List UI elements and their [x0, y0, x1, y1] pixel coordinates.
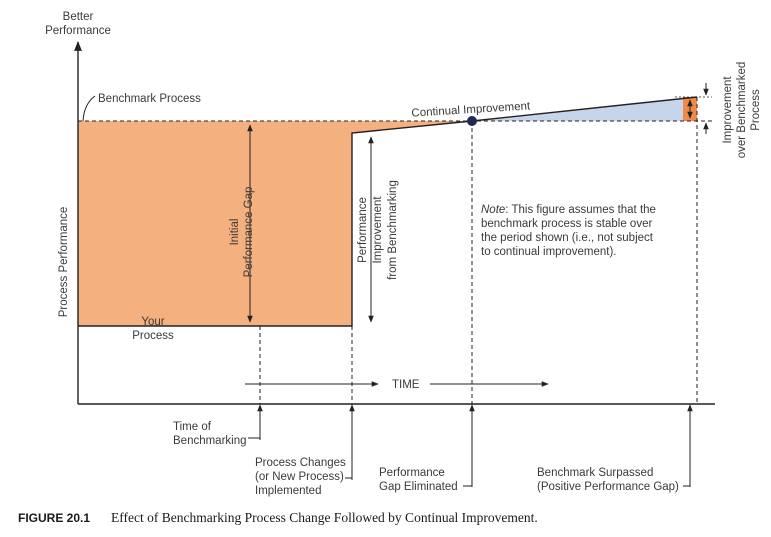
- time-of-benchmarking-line1: Time of: [173, 421, 212, 433]
- gap-eliminated-line1: Performance: [379, 467, 445, 479]
- your-process-line: [78, 96, 698, 327]
- note-line1: Note: This figure assumes that the: [481, 204, 656, 216]
- note-line4: to continual improvement).: [481, 246, 617, 258]
- initial-gap-area: [78, 121, 352, 326]
- note-line3: the period shown (i.e., not subject: [481, 232, 654, 244]
- benchmark-surpassed-line1: Benchmark Surpassed: [537, 467, 653, 479]
- improvement-over-label-line1: Improvement: [722, 76, 734, 144]
- performance-improvement-label-line3: from Benchmarking: [387, 180, 399, 280]
- y-axis-label: Process Performance: [58, 207, 70, 318]
- note-line1-rest: : This figure assumes that the: [505, 204, 656, 216]
- y-top-label-line1: Better: [63, 11, 94, 23]
- time-label: TIME: [392, 379, 420, 391]
- benchmark-process-label: Benchmark Process: [98, 93, 201, 105]
- performance-improvement-label-line2: Improvement: [372, 196, 384, 264]
- performance-improvement-label-line1: Performance: [357, 197, 369, 263]
- process-changes-line2: (or New Process): [255, 471, 344, 483]
- initial-gap-label-line2: Performance Gap: [243, 187, 255, 278]
- caption-text: Effect of Benchmarking Process Change Fo…: [111, 510, 538, 525]
- benchmark-surpassed-line2: (Positive Performance Gap): [537, 481, 679, 493]
- caption-number: FIGURE 20.1: [18, 511, 90, 525]
- time-of-benchmarking-line2: Benchmarking: [173, 435, 247, 447]
- improvement-over-label-line3: Process: [750, 89, 762, 131]
- gap-eliminated-line2: Gap Eliminated: [379, 481, 458, 493]
- benchmark-leader: [82, 95, 96, 122]
- your-process-label-line2: Process: [132, 330, 174, 342]
- y-top-label-line2: Performance: [45, 25, 111, 37]
- process-changes-line3: Implemented: [255, 485, 321, 497]
- initial-gap-label-line1: Initial: [229, 219, 241, 246]
- leader-benchmarking: [248, 420, 261, 439]
- improvement-over-label-line2: over Benchmarked: [736, 62, 748, 159]
- note-prefix: Note: [481, 204, 505, 216]
- process-changes-line1: Process Changes: [255, 457, 346, 469]
- note-line2: benchmark process is stable over: [481, 218, 652, 230]
- your-process-label-line1: Your: [141, 316, 164, 328]
